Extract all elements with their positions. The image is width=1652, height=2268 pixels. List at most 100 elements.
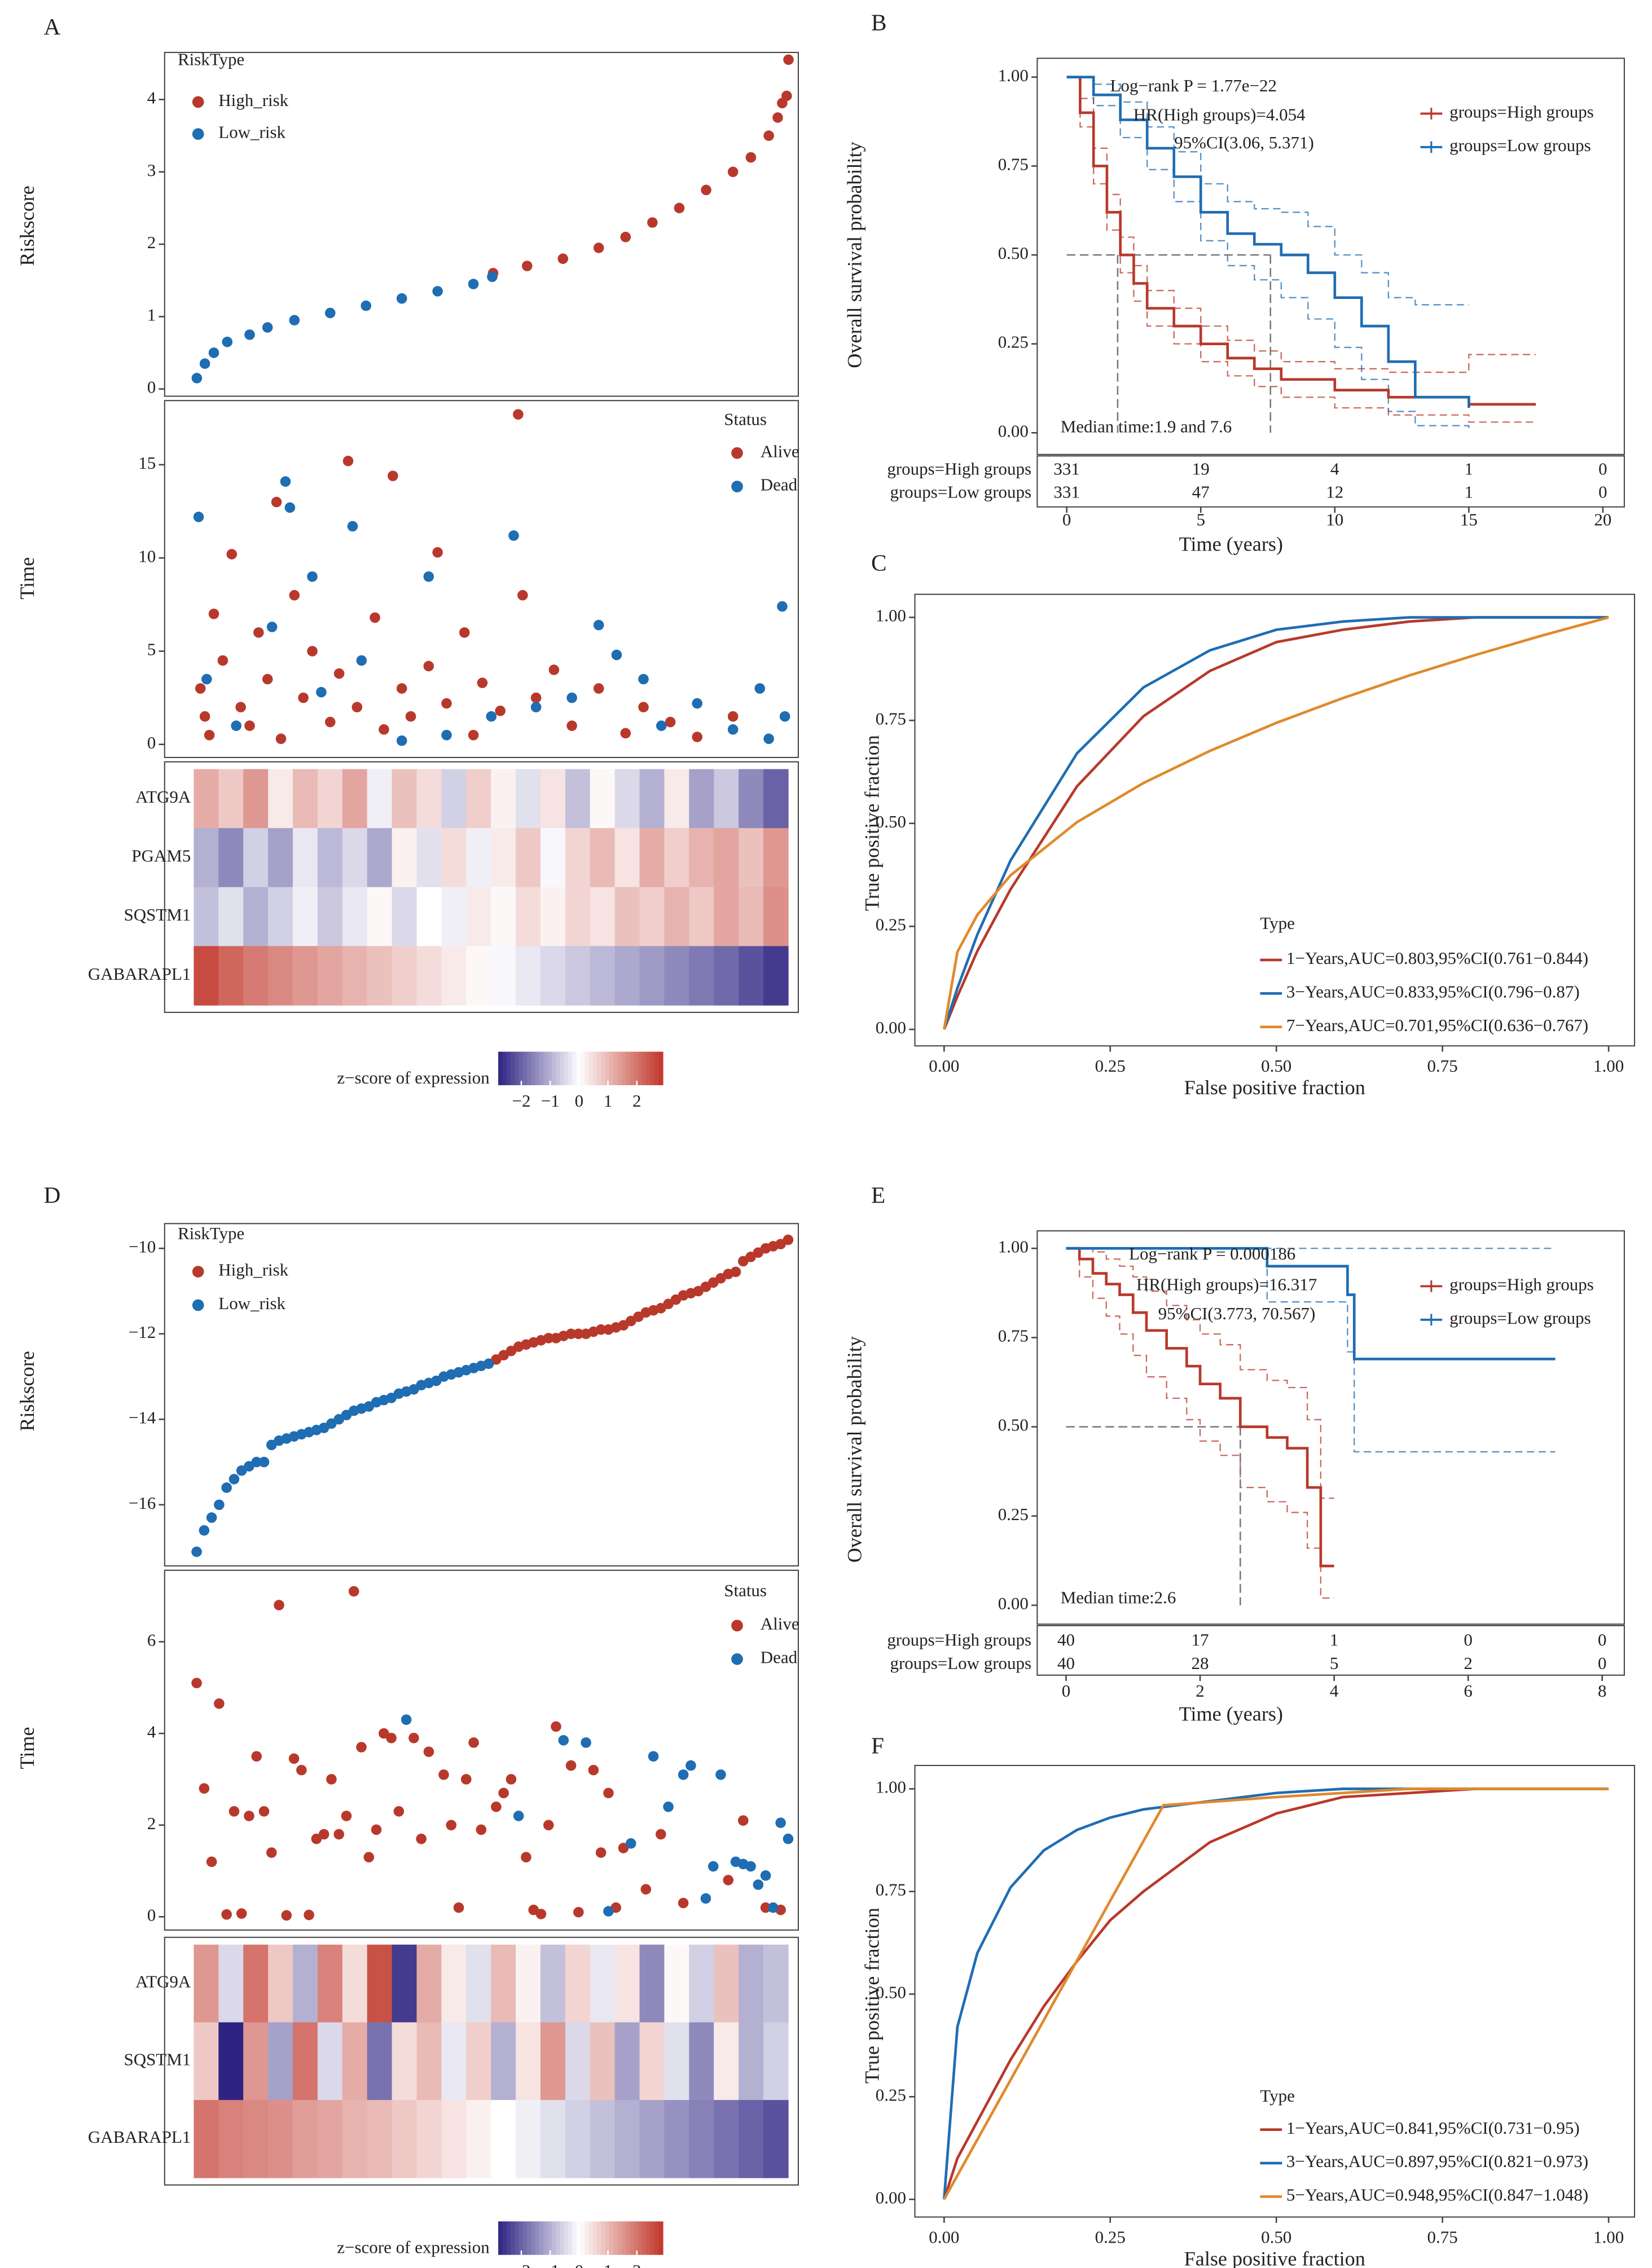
frame <box>164 400 799 758</box>
point <box>206 1856 217 1868</box>
point <box>405 711 416 722</box>
point <box>341 1811 352 1821</box>
point <box>476 1824 487 1835</box>
median-label: Median time:2.6 <box>1061 1588 1176 1608</box>
x-tick-label: 0.25 <box>1095 2227 1126 2247</box>
heat-cell <box>292 887 318 947</box>
legend-label: groups=High groups <box>1449 1274 1594 1294</box>
colorbar-step <box>642 1051 647 1085</box>
heat-cell <box>540 2022 566 2100</box>
point <box>513 1811 524 1821</box>
heat-cell <box>763 887 789 947</box>
legend-marker <box>731 1619 743 1632</box>
heat-cell <box>590 769 616 829</box>
heat-cell <box>441 2022 467 2100</box>
point <box>595 1324 607 1335</box>
legend-label: groups=Low groups <box>1449 1308 1591 1328</box>
point <box>235 702 246 712</box>
colorbar-step <box>543 2221 548 2255</box>
risk-count: 1 <box>1330 1630 1338 1650</box>
ci-line <box>1066 76 1469 306</box>
colorbar-step <box>519 2221 524 2255</box>
point <box>229 1474 240 1485</box>
heat-cell <box>689 946 714 1006</box>
legend-label: High_risk <box>218 1260 288 1280</box>
point <box>379 1728 389 1739</box>
legend-title: RiskType <box>178 50 244 69</box>
heat-cell <box>614 946 640 1006</box>
heat-cell <box>516 828 541 888</box>
point <box>356 655 367 666</box>
heat-cell <box>218 946 244 1006</box>
colorbar-step <box>580 2221 585 2255</box>
colorbar-step <box>601 2221 606 2255</box>
heat-cell <box>194 1944 219 2023</box>
heat-cell <box>714 828 739 888</box>
heat-cell <box>268 2022 293 2100</box>
annotation: 95%CI(3.773, 70.567) <box>1158 1303 1316 1323</box>
point <box>333 668 345 679</box>
legend-title: Status <box>724 1580 767 1600</box>
colorbar-step <box>506 1051 511 1085</box>
row-label: SQSTM1 <box>124 2049 191 2069</box>
point <box>304 1909 314 1921</box>
point <box>558 1735 569 1746</box>
panel-label: B <box>871 9 887 35</box>
survival-curve <box>1066 1247 1556 1360</box>
heat-cell <box>639 769 665 829</box>
point <box>408 1733 419 1743</box>
x-tick-label: 1.00 <box>1593 1056 1624 1076</box>
colorbar-tick-label: 0 <box>575 2261 583 2268</box>
heat-cell <box>367 946 393 1006</box>
heat-cell <box>639 2022 665 2100</box>
heat-cell <box>516 2022 541 2100</box>
point <box>221 1909 232 1920</box>
annotation: 95%CI(3.06, 5.371) <box>1174 133 1314 152</box>
y-tick-label: 3 <box>147 160 156 180</box>
x-tick-label: 0 <box>1062 510 1071 530</box>
heat-cell <box>292 2022 318 2100</box>
heat-cell <box>565 2100 591 2178</box>
roc-curve <box>943 1787 1609 2200</box>
point <box>231 720 241 732</box>
heat-cell <box>342 769 368 829</box>
legend-marker <box>192 128 204 140</box>
point <box>779 711 790 722</box>
point <box>638 702 649 712</box>
heat-cell <box>292 828 318 888</box>
frame <box>164 1936 799 2186</box>
point <box>266 1847 277 1858</box>
heat-cell <box>243 1944 269 2023</box>
heat-cell <box>441 828 467 888</box>
heat-cell <box>516 1944 541 2023</box>
roc-curve <box>943 616 1609 1030</box>
heat-cell <box>664 887 690 947</box>
heat-cell <box>292 2100 318 2178</box>
heat-cell <box>714 946 739 1006</box>
heat-cell <box>243 828 269 888</box>
point <box>307 646 318 657</box>
point <box>727 166 739 177</box>
legend-label: 5−Years,AUC=0.948,95%CI(0.847−1.048) <box>1286 2185 1588 2205</box>
point <box>486 711 497 722</box>
heat-cell <box>590 887 616 947</box>
point <box>401 1714 412 1725</box>
colorbar-step <box>621 2221 626 2255</box>
y-tick-label: 1.00 <box>998 1236 1029 1256</box>
point <box>453 1902 464 1913</box>
point <box>432 547 443 558</box>
heat-cell <box>466 2100 491 2178</box>
point <box>386 1733 397 1743</box>
x-axis-title: Time (years) <box>1179 1703 1283 1725</box>
heat-cell <box>590 2100 616 2178</box>
panel-label: C <box>871 550 887 576</box>
heat-cell <box>540 2100 566 2178</box>
heat-cell <box>441 769 467 829</box>
point <box>495 705 506 716</box>
y-tick-label: 10 <box>138 546 156 566</box>
point <box>763 733 774 745</box>
colorbar-tick-label: −2 <box>512 2261 531 2268</box>
colorbar-tick-label: −1 <box>541 2261 560 2268</box>
heat-cell <box>689 769 714 829</box>
x-tick-label: 0.75 <box>1427 1056 1458 1076</box>
